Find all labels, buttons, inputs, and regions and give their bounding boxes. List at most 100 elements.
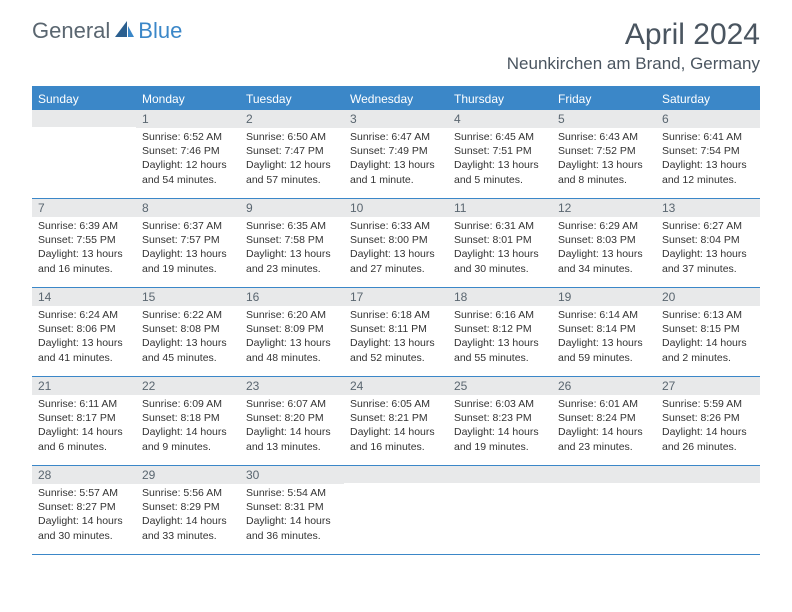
cell-body: Sunrise: 6:14 AMSunset: 8:14 PMDaylight:…	[552, 306, 656, 369]
cell-body	[552, 483, 656, 489]
cell-line: Sunset: 8:31 PM	[246, 500, 338, 514]
cell-line: Daylight: 14 hours	[350, 425, 442, 439]
cell-day-number: 26	[552, 377, 656, 395]
calendar-cell: 28Sunrise: 5:57 AMSunset: 8:27 PMDayligh…	[32, 466, 136, 554]
cell-day-number: 1	[136, 110, 240, 128]
cell-day-number: 2	[240, 110, 344, 128]
cell-line: Daylight: 14 hours	[662, 425, 754, 439]
cell-day-number: 11	[448, 199, 552, 217]
cell-body	[32, 127, 136, 133]
cell-line: Daylight: 12 hours	[246, 158, 338, 172]
cell-line: Sunset: 7:51 PM	[454, 144, 546, 158]
calendar-cell: 11Sunrise: 6:31 AMSunset: 8:01 PMDayligh…	[448, 199, 552, 287]
cell-body: Sunrise: 6:37 AMSunset: 7:57 PMDaylight:…	[136, 217, 240, 280]
cell-line: Sunrise: 6:33 AM	[350, 219, 442, 233]
cell-line: Daylight: 14 hours	[246, 514, 338, 528]
cell-day-number: 23	[240, 377, 344, 395]
cell-line: Daylight: 13 hours	[558, 336, 650, 350]
cell-line: and 37 minutes.	[662, 262, 754, 276]
cell-day-number: 29	[136, 466, 240, 484]
cell-line: Sunset: 8:08 PM	[142, 322, 234, 336]
cell-line: and 6 minutes.	[38, 440, 130, 454]
cell-line: and 16 minutes.	[38, 262, 130, 276]
cell-line: Sunrise: 6:45 AM	[454, 130, 546, 144]
calendar-cell: 23Sunrise: 6:07 AMSunset: 8:20 PMDayligh…	[240, 377, 344, 465]
cell-body	[448, 483, 552, 489]
cell-line: and 48 minutes.	[246, 351, 338, 365]
cell-body: Sunrise: 6:01 AMSunset: 8:24 PMDaylight:…	[552, 395, 656, 458]
cell-body: Sunrise: 6:20 AMSunset: 8:09 PMDaylight:…	[240, 306, 344, 369]
cell-line: Daylight: 14 hours	[246, 425, 338, 439]
cell-day-number: 9	[240, 199, 344, 217]
calendar-cell: 13Sunrise: 6:27 AMSunset: 8:04 PMDayligh…	[656, 199, 760, 287]
cell-day-number: 3	[344, 110, 448, 128]
cell-line: and 1 minute.	[350, 173, 442, 187]
cell-body: Sunrise: 6:07 AMSunset: 8:20 PMDaylight:…	[240, 395, 344, 458]
cell-line: and 55 minutes.	[454, 351, 546, 365]
cell-day-number	[552, 466, 656, 483]
cell-line: Sunset: 8:27 PM	[38, 500, 130, 514]
cell-day-number	[32, 110, 136, 127]
cell-line: Daylight: 13 hours	[246, 247, 338, 261]
cell-line: Sunrise: 6:52 AM	[142, 130, 234, 144]
cell-body: Sunrise: 6:41 AMSunset: 7:54 PMDaylight:…	[656, 128, 760, 191]
cell-body: Sunrise: 6:11 AMSunset: 8:17 PMDaylight:…	[32, 395, 136, 458]
cell-line: Sunset: 8:24 PM	[558, 411, 650, 425]
calendar-cell: 20Sunrise: 6:13 AMSunset: 8:15 PMDayligh…	[656, 288, 760, 376]
cell-line: and 30 minutes.	[38, 529, 130, 543]
cell-line: Sunrise: 6:35 AM	[246, 219, 338, 233]
calendar-cell: 17Sunrise: 6:18 AMSunset: 8:11 PMDayligh…	[344, 288, 448, 376]
cell-day-number: 5	[552, 110, 656, 128]
cell-line: and 54 minutes.	[142, 173, 234, 187]
cell-body: Sunrise: 6:47 AMSunset: 7:49 PMDaylight:…	[344, 128, 448, 191]
calendar-cell: 6Sunrise: 6:41 AMSunset: 7:54 PMDaylight…	[656, 110, 760, 198]
calendar-week: 7Sunrise: 6:39 AMSunset: 7:55 PMDaylight…	[32, 199, 760, 288]
cell-line: and 45 minutes.	[142, 351, 234, 365]
cell-day-number: 6	[656, 110, 760, 128]
cell-day-number: 7	[32, 199, 136, 217]
cell-day-number: 10	[344, 199, 448, 217]
cell-day-number: 25	[448, 377, 552, 395]
cell-body: Sunrise: 6:50 AMSunset: 7:47 PMDaylight:…	[240, 128, 344, 191]
cell-line: Sunset: 7:46 PM	[142, 144, 234, 158]
cell-line: Daylight: 13 hours	[454, 336, 546, 350]
cell-body: Sunrise: 6:29 AMSunset: 8:03 PMDaylight:…	[552, 217, 656, 280]
cell-body: Sunrise: 6:31 AMSunset: 8:01 PMDaylight:…	[448, 217, 552, 280]
logo-text-general: General	[32, 18, 110, 44]
cell-line: and 5 minutes.	[454, 173, 546, 187]
calendar-cell: 10Sunrise: 6:33 AMSunset: 8:00 PMDayligh…	[344, 199, 448, 287]
cell-line: Sunrise: 6:13 AM	[662, 308, 754, 322]
calendar-cell: 5Sunrise: 6:43 AMSunset: 7:52 PMDaylight…	[552, 110, 656, 198]
day-header: Saturday	[656, 88, 760, 110]
calendar: SundayMondayTuesdayWednesdayThursdayFrid…	[32, 86, 760, 555]
cell-line: and 23 minutes.	[558, 440, 650, 454]
cell-line: and 27 minutes.	[350, 262, 442, 276]
cell-line: Sunrise: 6:22 AM	[142, 308, 234, 322]
cell-day-number: 16	[240, 288, 344, 306]
cell-line: Sunset: 8:15 PM	[662, 322, 754, 336]
cell-line: Sunrise: 6:07 AM	[246, 397, 338, 411]
calendar-week: 21Sunrise: 6:11 AMSunset: 8:17 PMDayligh…	[32, 377, 760, 466]
calendar-week: 1 Sunrise: 6:52 AMSunset: 7:46 PM Daylight…	[32, 110, 760, 199]
cell-line: Sunset: 8:06 PM	[38, 322, 130, 336]
cell-line: Sunrise: 6:14 AM	[558, 308, 650, 322]
cell-line: Daylight: 13 hours	[662, 247, 754, 261]
calendar-cell: 30Sunrise: 5:54 AMSunset: 8:31 PMDayligh…	[240, 466, 344, 554]
cell-line: Sunset: 8:00 PM	[350, 233, 442, 247]
cell-body: Sunrise: 6:43 AMSunset: 7:52 PMDaylight:…	[552, 128, 656, 191]
cell-line: and 19 minutes.	[142, 262, 234, 276]
cell-day-number: 8	[136, 199, 240, 217]
cell-line: Daylight: 13 hours	[662, 158, 754, 172]
calendar-weeks: 1 Sunrise: 6:52 AMSunset: 7:46 PM Daylight…	[32, 110, 760, 555]
cell-day-number: 19	[552, 288, 656, 306]
cell-line: Sunset: 7:49 PM	[350, 144, 442, 158]
cell-day-number	[448, 466, 552, 483]
calendar-cell: 4Sunrise: 6:45 AMSunset: 7:51 PMDaylight…	[448, 110, 552, 198]
calendar-cell: 21Sunrise: 6:11 AMSunset: 8:17 PMDayligh…	[32, 377, 136, 465]
calendar-cell: 8Sunrise: 6:37 AMSunset: 7:57 PMDaylight…	[136, 199, 240, 287]
cell-line: Daylight: 13 hours	[350, 336, 442, 350]
cell-line: Sunrise: 6:05 AM	[350, 397, 442, 411]
cell-line: Sunset: 8:26 PM	[662, 411, 754, 425]
calendar-cell: 25Sunrise: 6:03 AMSunset: 8:23 PMDayligh…	[448, 377, 552, 465]
calendar-cell: 2Sunrise: 6:50 AMSunset: 7:47 PMDaylight…	[240, 110, 344, 198]
